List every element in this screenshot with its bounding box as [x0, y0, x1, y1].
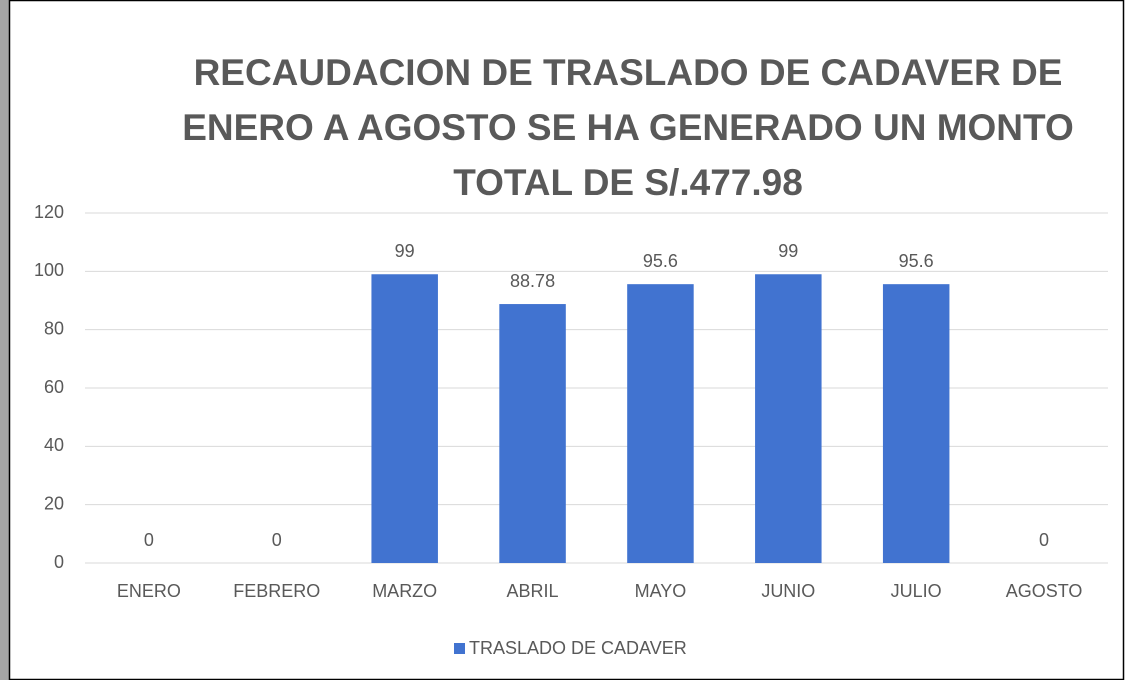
data-label: 0 [144, 530, 154, 550]
data-label: 95.6 [643, 251, 678, 271]
y-tick-label: 20 [44, 493, 64, 513]
legend-label: TRASLADO DE CADAVER [469, 638, 687, 658]
bar [627, 284, 694, 563]
data-label: 0 [1039, 530, 1049, 550]
y-tick-label: 120 [34, 202, 64, 222]
y-tick-label: 60 [44, 377, 64, 397]
data-label: 88.78 [510, 271, 555, 291]
y-tick-label: 100 [34, 260, 64, 280]
x-tick-label: MARZO [372, 581, 437, 601]
y-tick-label: 80 [44, 318, 64, 338]
chart-border [8, 0, 1125, 680]
x-tick-label: JUNIO [761, 581, 815, 601]
x-tick-label: AGOSTO [1006, 581, 1083, 601]
chart-title: ENERO A AGOSTO SE HA GENERADO UN MONTO [182, 107, 1074, 148]
data-label: 99 [778, 241, 798, 261]
chart-title: TOTAL DE S/.477.98 [453, 162, 803, 203]
legend-swatch [454, 643, 465, 654]
data-label: 95.6 [899, 251, 934, 271]
x-tick-label: JULIO [891, 581, 942, 601]
y-tick-label: 0 [54, 552, 64, 572]
bar [882, 284, 950, 563]
bar [499, 304, 566, 563]
x-tick-label: FEBRERO [233, 581, 320, 601]
bar [755, 274, 822, 563]
bar [371, 274, 438, 563]
x-tick-label: ENERO [117, 581, 181, 601]
chart-title: RECAUDACION DE TRASLADO DE CADAVER DE [194, 52, 1063, 93]
data-label: 0 [272, 530, 282, 550]
x-tick-label: ABRIL [507, 581, 559, 601]
y-tick-label: 40 [44, 435, 64, 455]
shadow [0, 0, 9, 680]
x-tick-label: MAYO [635, 581, 687, 601]
data-label: 99 [395, 241, 415, 261]
